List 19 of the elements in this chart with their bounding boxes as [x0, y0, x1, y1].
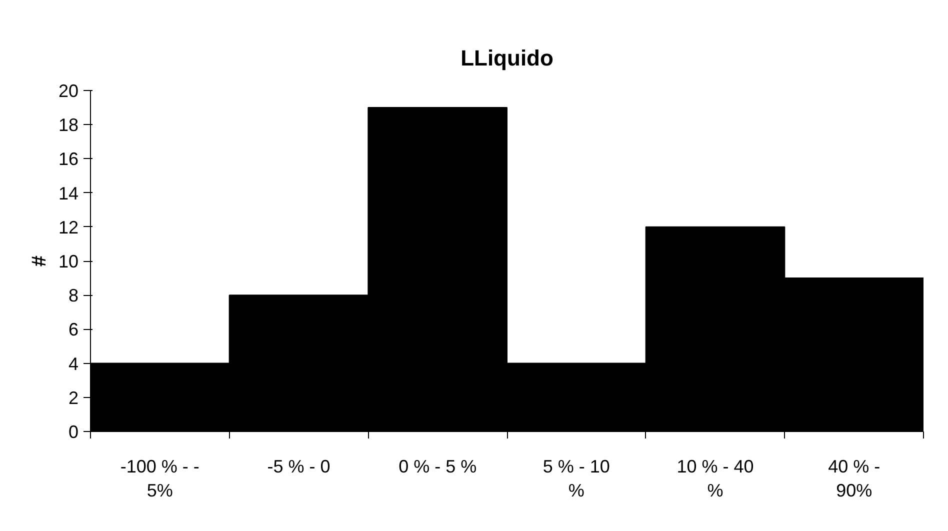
x-tick-label: 40 % - 90% — [828, 456, 880, 500]
y-tick-label: 2 — [68, 388, 79, 408]
y-tick-label: 12 — [58, 217, 79, 238]
y-tick-label: 16 — [58, 149, 79, 170]
x-tick-label: 0 % - 5 % — [398, 456, 477, 476]
x-tick-label: 10 % - 40 % — [676, 456, 754, 500]
y-tick-label: 4 — [68, 354, 79, 374]
y-tick-label: 8 — [68, 286, 79, 306]
y-tick-label: 6 — [68, 320, 79, 340]
x-tick-label: -100 % - - 5% — [120, 456, 200, 500]
chart-title: LLiquido — [460, 46, 554, 70]
x-tick-label: 5 % - 10 % — [542, 456, 610, 500]
y-tick-label: 20 — [58, 81, 79, 101]
y-tick-label: 18 — [58, 115, 79, 136]
y-tick-label: 0 — [68, 422, 79, 442]
y-axis-title: # — [28, 255, 50, 267]
y-tick-label: 10 — [58, 252, 79, 272]
y-tick-label: 14 — [58, 183, 79, 204]
x-tick-label: -5 % - 0 — [267, 456, 330, 476]
